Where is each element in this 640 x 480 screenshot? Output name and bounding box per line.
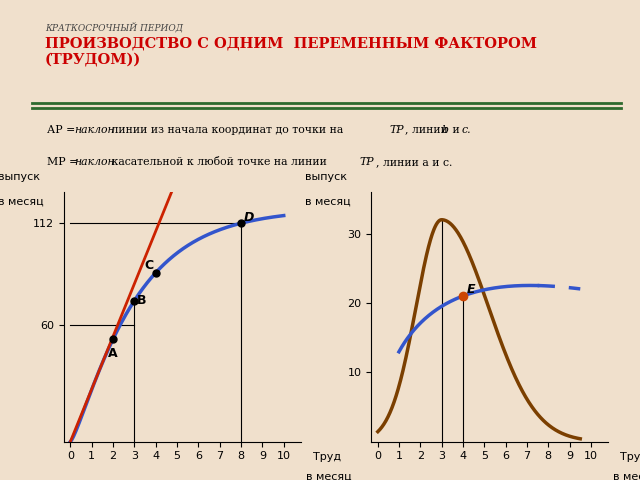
Text: в месяц: в месяц bbox=[305, 471, 351, 480]
Text: КРАТКОСРОЧНЫЙ ПЕРИОД: КРАТКОСРОЧНЫЙ ПЕРИОД bbox=[45, 22, 183, 32]
Text: наклон: наклон bbox=[74, 157, 115, 167]
Text: МР =: МР = bbox=[47, 157, 81, 167]
Text: , линии: , линии bbox=[404, 125, 451, 135]
Text: касательной к любой точке на линии: касательной к любой точке на линии bbox=[108, 157, 331, 167]
Text: , линии а и с.: , линии а и с. bbox=[376, 157, 452, 167]
Text: ПРОИЗВОДСТВО С ОДНИМ  ПЕРЕМЕННЫМ ФАКТОРОМ
(ТРУДОМ)): ПРОИЗВОДСТВО С ОДНИМ ПЕРЕМЕННЫМ ФАКТОРОМ… bbox=[45, 36, 537, 67]
Text: ТР: ТР bbox=[389, 125, 404, 135]
Text: наклон: наклон bbox=[74, 125, 115, 135]
Text: Труд: Труд bbox=[312, 452, 340, 462]
Text: в месяц: в месяц bbox=[0, 197, 44, 207]
Text: выпуск: выпуск bbox=[0, 172, 40, 182]
Text: с.: с. bbox=[461, 125, 471, 135]
Text: в месяц: в месяц bbox=[612, 471, 640, 480]
Text: A: A bbox=[108, 347, 117, 360]
Text: в месяц: в месяц bbox=[305, 197, 351, 207]
Text: ТР: ТР bbox=[360, 157, 374, 167]
Text: b: b bbox=[442, 125, 449, 135]
Text: B: B bbox=[136, 294, 146, 308]
Text: АР =: АР = bbox=[47, 125, 78, 135]
Text: Труд: Труд bbox=[620, 452, 640, 462]
Text: D: D bbox=[244, 211, 254, 224]
Text: C: C bbox=[144, 259, 153, 272]
Text: и: и bbox=[449, 125, 463, 135]
Text: E: E bbox=[467, 283, 476, 296]
Text: выпуск: выпуск bbox=[305, 172, 347, 182]
Text: линии из начала координат до точки на: линии из начала координат до точки на bbox=[108, 125, 347, 135]
